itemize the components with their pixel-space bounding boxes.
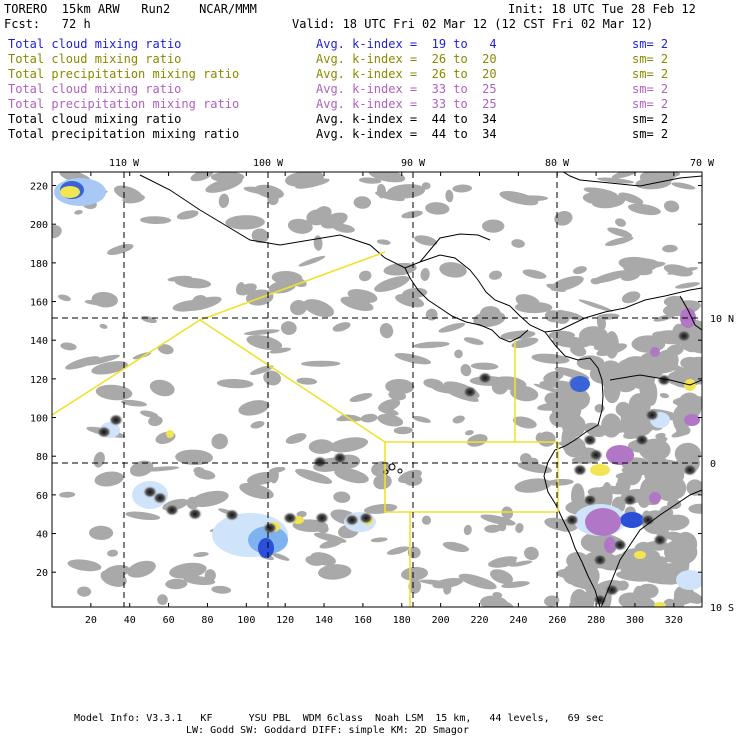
latitude-label: 0 (710, 459, 716, 470)
legend-field-label: Total cloud mixing ratio (8, 52, 182, 66)
legend-smoothing: sm= 2 (632, 67, 669, 81)
model-title: TORERO 15km ARW Run2 NCAR/MMM (4, 2, 257, 16)
x-tick-label: 100 (237, 615, 255, 626)
legend-kindex-range: Avg. k-index = 33 to 25 (316, 82, 497, 96)
y-tick-label: 80 (36, 452, 48, 463)
x-tick-label: 120 (276, 615, 294, 626)
legend-kindex-range: Avg. k-index = 44 to 34 (316, 112, 497, 126)
x-tick-label: 260 (548, 615, 566, 626)
latitude-label: 10 S (710, 603, 734, 614)
boundary-lines (52, 251, 559, 607)
x-tick-label: 40 (124, 615, 136, 626)
x-tick-label: 160 (354, 615, 372, 626)
x-tick-label: 300 (626, 615, 644, 626)
legend-kindex-range: Avg. k-index = 33 to 25 (316, 97, 497, 111)
y-tick-label: 220 (30, 182, 48, 193)
longitude-label: 90 W (401, 158, 426, 169)
plot-frame (51, 171, 703, 608)
y-tick-label: 100 (30, 414, 48, 425)
precip-dark-cores (97, 330, 697, 606)
legend-kindex-range: Avg. k-index = 26 to 20 (316, 52, 497, 66)
latitude-label: 10 N (710, 314, 734, 325)
y-tick-label: 160 (30, 298, 48, 309)
y-tick-label: 20 (36, 568, 48, 579)
legend-smoothing: sm= 2 (632, 112, 669, 126)
x-tick-label: 20 (85, 615, 97, 626)
model-info-line: Model Info: V3.3.1 KF YSU PBL WDM 6class… (74, 713, 604, 724)
longitude-label: 110 W (109, 158, 140, 169)
legend-smoothing: sm= 2 (632, 97, 669, 111)
x-tick-label: 180 (393, 615, 411, 626)
x-tick-label: 60 (163, 615, 175, 626)
y-tick-label: 120 (30, 375, 48, 386)
legend-smoothing: sm= 2 (632, 37, 669, 51)
model-physics-line: LW: Godd SW: Goddard DIFF: simple KM: 2D… (186, 725, 469, 736)
x-tick-label: 140 (315, 615, 333, 626)
x-tick-label: 240 (509, 615, 527, 626)
legend-field-label: Total cloud mixing ratio (8, 112, 182, 126)
legend-smoothing: sm= 2 (632, 127, 669, 141)
forecast-hour: Fcst: 72 h (4, 17, 91, 31)
y-tick-label: 180 (30, 259, 48, 270)
coastlines (139, 172, 702, 607)
y-tick-label: 40 (36, 530, 48, 541)
init-time: Init: 18 UTC Tue 28 Feb 12 (508, 2, 696, 16)
legend-smoothing: sm= 2 (632, 52, 669, 66)
x-tick-label: 80 (201, 615, 213, 626)
x-tick-label: 280 (587, 615, 605, 626)
graticule (52, 172, 702, 607)
y-tick-label: 60 (36, 491, 48, 502)
y-tick-label: 200 (30, 220, 48, 231)
longitude-label: 70 W (690, 158, 715, 169)
legend-field-label: Total precipitation mixing ratio (8, 67, 240, 81)
legend-field-label: Total precipitation mixing ratio (8, 127, 240, 141)
x-tick-label: 200 (432, 615, 450, 626)
y-tick-label: 140 (30, 336, 48, 347)
valid-time: Valid: 18 UTC Fri 02 Mar 12 (12 CST Fri … (292, 17, 654, 31)
legend-field-label: Total precipitation mixing ratio (8, 97, 240, 111)
precip-purple-patches (585, 308, 700, 553)
legend-kindex-range: Avg. k-index = 44 to 34 (316, 127, 497, 141)
x-tick-label: 220 (470, 615, 488, 626)
longitude-label: 100 W (253, 158, 284, 169)
legend-kindex-range: Avg. k-index = 26 to 20 (316, 67, 497, 81)
legend-smoothing: sm= 2 (632, 82, 669, 96)
x-tick-label: 320 (665, 615, 683, 626)
legend-field-label: Total cloud mixing ratio (8, 37, 182, 51)
legend-kindex-range: Avg. k-index = 19 to 4 (316, 37, 497, 51)
legend-field-label: Total cloud mixing ratio (8, 82, 182, 96)
longitude-label: 80 W (545, 158, 570, 169)
